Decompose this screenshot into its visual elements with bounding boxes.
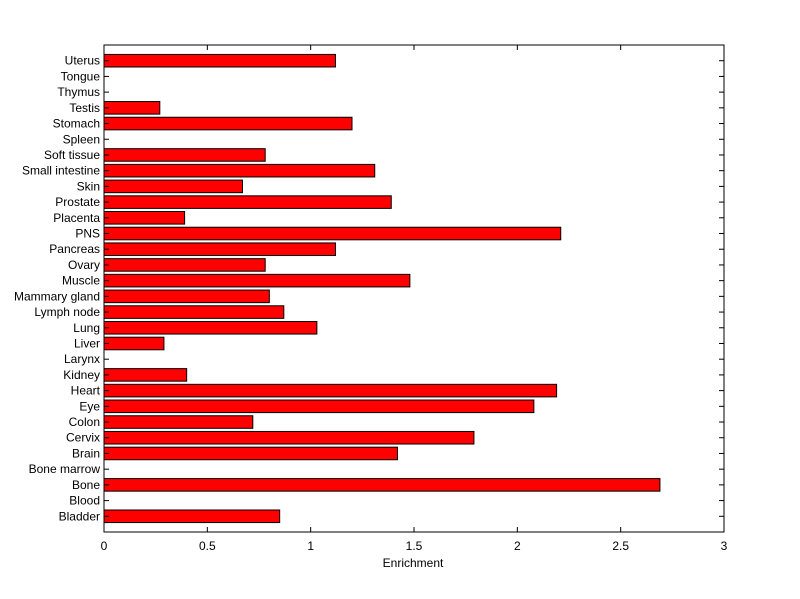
y-tick-label: Larynx	[64, 352, 100, 366]
y-tick-label: Brain	[72, 446, 100, 460]
y-tick-label: Cervix	[66, 431, 100, 445]
x-tick-label: 1	[307, 539, 314, 553]
x-axis-title: Enrichment	[383, 556, 444, 570]
bar-skin	[103, 179, 243, 194]
y-tick-label: Colon	[69, 415, 100, 429]
y-tick-label: PNS	[75, 227, 100, 241]
y-tick-label: Mammary gland	[14, 289, 100, 303]
y-tick-label: Spleen	[63, 132, 100, 146]
y-tick-label: Blood	[69, 494, 100, 508]
bar-liver	[103, 336, 165, 351]
y-tick-label: Bone marrow	[29, 462, 101, 476]
y-tick-label: Uterus	[65, 54, 100, 68]
bar-placenta	[103, 211, 186, 225]
x-tick-label: 0.5	[199, 539, 216, 553]
bar-pns	[103, 226, 562, 241]
bar-eye	[103, 399, 535, 414]
x-tick-label: 2	[514, 539, 521, 553]
bar-stomach	[103, 116, 353, 131]
y-tick-label: Thymus	[57, 85, 100, 99]
x-tick-label: 1.5	[406, 539, 423, 553]
bar-soft-tissue	[103, 148, 266, 162]
y-tick-label: Liver	[74, 336, 100, 350]
y-tick-label: Skin	[77, 179, 100, 193]
bar-lymph-node	[103, 305, 285, 319]
y-tick-label: Testis	[69, 101, 100, 115]
x-tick-labels: 0 0.5 1 1.5 2 2.5 3	[101, 539, 728, 553]
y-tick-label: Kidney	[63, 368, 100, 382]
y-tick-label: Placenta	[53, 211, 100, 225]
bar-prostate	[103, 195, 392, 209]
y-tick-label: Heart	[71, 384, 101, 398]
bar-small-intestine	[103, 163, 376, 178]
bar-testis	[103, 101, 161, 115]
y-tick-label: Stomach	[53, 117, 100, 131]
bar-cervix	[103, 430, 475, 445]
y-tick-label: Eye	[79, 399, 100, 413]
bar-uterus	[103, 53, 336, 68]
bar-brain	[103, 446, 398, 461]
plot-frame	[103, 44, 725, 533]
bar-lung	[103, 320, 318, 335]
bar-kidney	[103, 368, 188, 382]
bar-muscle	[103, 273, 411, 288]
bar-ovary	[103, 258, 266, 272]
y-tick-label: Soft tissue	[44, 148, 100, 162]
y-tick-label: Bladder	[59, 509, 100, 523]
bar-bone	[103, 478, 661, 492]
y-tick-label: Lymph node	[34, 305, 100, 319]
x-tick-label: 0	[101, 539, 108, 553]
bar-colon	[103, 415, 254, 429]
y-tick-label: Lung	[73, 321, 100, 335]
y-tick-label: Small intestine	[22, 164, 100, 178]
y-tick-label: Ovary	[68, 258, 100, 272]
bar-bladder	[103, 509, 281, 524]
bar-pancreas	[103, 242, 336, 257]
bar-mammary-gland	[103, 289, 270, 304]
y-tick-label: Bone	[72, 478, 100, 492]
x-tick-label: 3	[721, 539, 728, 553]
y-tick-label: Pancreas	[49, 242, 100, 256]
bar-heart	[103, 383, 558, 398]
y-tick-label: Muscle	[62, 274, 100, 288]
y-tick-label: Tongue	[61, 69, 101, 83]
y-tick-label: Prostate	[55, 195, 100, 209]
x-tick-label: 2.5	[612, 539, 629, 553]
